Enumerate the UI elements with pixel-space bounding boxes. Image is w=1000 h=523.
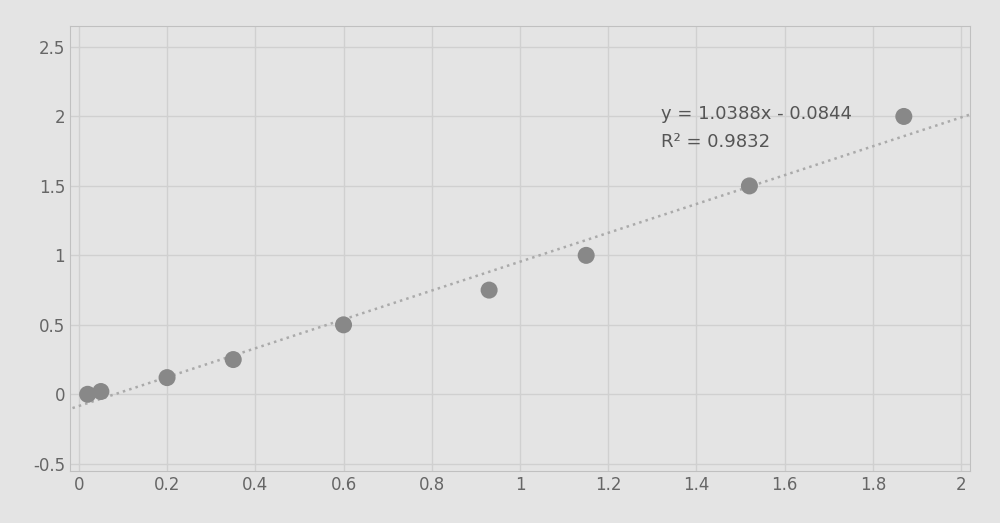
Point xyxy=(93,388,109,396)
Point xyxy=(336,321,352,329)
Point xyxy=(481,286,497,294)
Text: y = 1.0388x - 0.0844: y = 1.0388x - 0.0844 xyxy=(661,106,852,123)
Point xyxy=(80,390,96,399)
Point xyxy=(578,251,594,259)
Text: R² = 0.9832: R² = 0.9832 xyxy=(661,133,770,151)
Point xyxy=(741,181,757,190)
Point xyxy=(159,373,175,382)
Point xyxy=(225,356,241,364)
Point xyxy=(896,112,912,121)
